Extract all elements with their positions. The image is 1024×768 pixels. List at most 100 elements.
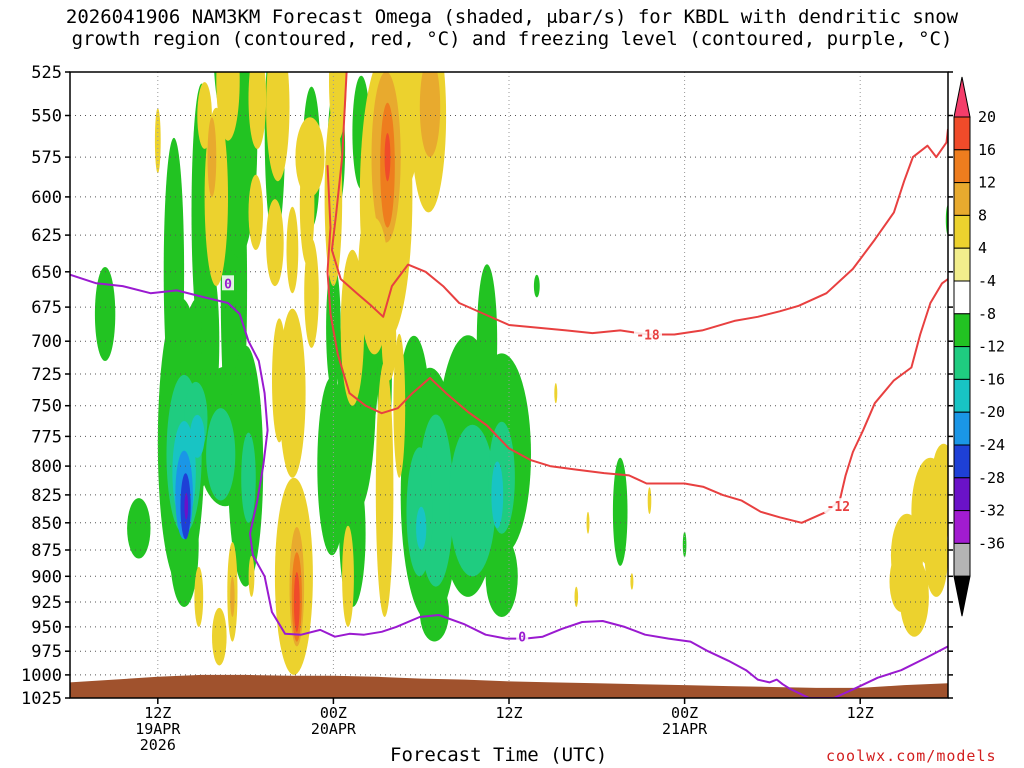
omega-shade-cell xyxy=(127,498,151,559)
omega-shade-cell xyxy=(889,551,913,612)
colorbar-swatch xyxy=(953,444,971,479)
omega-shade-cell xyxy=(340,249,365,406)
omega-shade-cell xyxy=(293,572,300,632)
colorbar-label: 12 xyxy=(978,174,996,192)
colorbar-swatch xyxy=(953,346,971,380)
omega-shade-cell xyxy=(931,443,948,512)
colorbar-swatch xyxy=(953,575,971,617)
y-tick-label: 600 xyxy=(31,188,62,208)
omega-shade-cell xyxy=(342,525,354,627)
omega-shade-cell xyxy=(286,206,299,294)
chart-title: 2026041906 NAM3KM Forecast Omega (shaded… xyxy=(0,6,1024,50)
omega-shade-cell xyxy=(491,461,504,529)
omega-shade-cell xyxy=(216,72,240,141)
omega-shading xyxy=(94,72,948,675)
colorbar-swatch xyxy=(953,116,971,151)
omega-shade-cell xyxy=(230,576,235,618)
x-tick-label: 2026 xyxy=(140,736,176,754)
contour-label-bg xyxy=(634,326,662,342)
colorbar-swatch xyxy=(953,313,971,348)
omega-shade-cell xyxy=(419,582,449,642)
x-tick-label: 19APR xyxy=(135,720,181,738)
y-tick-label: 575 xyxy=(31,148,62,168)
freezing-level-contour xyxy=(70,273,948,698)
colorbar-swatch xyxy=(953,510,971,544)
omega-shade-cell xyxy=(248,72,267,149)
watermark: coolwx.com/models xyxy=(826,747,997,765)
colorbar-swatch xyxy=(953,149,971,184)
colorbar-label: 16 xyxy=(978,141,996,159)
omega-shade-cell xyxy=(416,506,427,550)
omega-shade-cell xyxy=(194,566,204,627)
y-tick-label: 650 xyxy=(31,263,62,283)
omega-shade-cell xyxy=(419,72,441,158)
omega-shade-cell xyxy=(266,199,284,287)
y-tick-label: 850 xyxy=(31,514,62,534)
contour-label-bg xyxy=(516,628,529,644)
x-tick-label: 21APR xyxy=(662,720,708,738)
contour-label: -18 xyxy=(636,329,660,344)
colorbar-swatch xyxy=(953,214,971,249)
colorbar-swatch xyxy=(953,247,971,282)
omega-shade-cell xyxy=(381,301,397,381)
omega-shade-cell xyxy=(266,72,290,182)
colorbar-label: 8 xyxy=(978,206,987,224)
y-tick-label: 925 xyxy=(31,593,62,613)
omega-shade-cell xyxy=(184,492,189,520)
colorbar-label: -32 xyxy=(978,502,1005,520)
x-tick-label: 00Z xyxy=(320,704,347,722)
colorbar-swatch xyxy=(953,182,971,216)
y-tick-label: 1000 xyxy=(21,666,62,686)
y-tick-label: 625 xyxy=(31,226,62,246)
colorbar-label: -36 xyxy=(978,534,1005,552)
omega-shade-cell xyxy=(375,361,394,617)
y-tick-label: 700 xyxy=(31,332,62,352)
colorbar-label: -28 xyxy=(978,469,1005,487)
omega-shade-cell xyxy=(94,267,116,361)
omega-shade-cell xyxy=(207,117,217,197)
omega-shade-cell xyxy=(647,487,652,514)
colorbar-swatch xyxy=(953,378,971,413)
omega-shade-cell xyxy=(485,535,518,617)
omega-shade-cell xyxy=(476,264,498,419)
axes: 525 550 575 600 625 650 675 700 725 750 775 800 825 8… xyxy=(21,63,953,754)
contour-label-bg xyxy=(222,275,234,291)
x-tick-label: 00Z xyxy=(671,704,698,722)
colorbar-swatch xyxy=(953,477,971,512)
ground-terrain xyxy=(70,674,948,698)
colorbar-label: 20 xyxy=(978,108,996,126)
omega-shade-cell xyxy=(630,573,634,590)
title-line-2: growth region (contoured, red, °C) and f… xyxy=(71,28,953,50)
colorbar-label: 4 xyxy=(978,239,987,257)
omega-shade-cell xyxy=(449,424,496,577)
colorbar-label: -4 xyxy=(978,272,996,290)
omega-shade-cell xyxy=(248,174,264,250)
y-tick-label: 525 xyxy=(31,63,62,83)
title-line-1: 2026041906 NAM3KM Forecast Omega (shaded… xyxy=(65,6,959,28)
omega-shade-cell xyxy=(586,511,590,534)
dgz-minus18-contour xyxy=(330,72,948,336)
y-tick-label: 725 xyxy=(31,365,62,385)
colorbar-swatch xyxy=(953,542,971,577)
contour-label-bg xyxy=(824,498,853,514)
omega-shade-cell xyxy=(533,274,540,298)
contour-label: 0 xyxy=(518,631,526,646)
y-tick-label: 550 xyxy=(31,107,62,127)
y-tick-label: 975 xyxy=(31,642,62,662)
omega-shade-cell xyxy=(554,383,558,404)
omega-shade-cell xyxy=(248,555,255,597)
omega-shade-cell xyxy=(384,133,391,182)
omega-shade-cell xyxy=(190,414,205,458)
y-tick-label: 825 xyxy=(31,486,62,506)
y-tick-label: 675 xyxy=(31,298,62,318)
omega-shade-cell xyxy=(304,238,319,348)
y-tick-label: 1025 xyxy=(21,689,62,709)
y-tick-label: 950 xyxy=(31,618,62,638)
colorbar-swatch xyxy=(953,280,971,315)
x-tick-label: 20APR xyxy=(311,720,357,738)
x-tick-label: 12Z xyxy=(847,704,874,722)
x-tick-label: 12Z xyxy=(144,704,171,722)
y-tick-label: 900 xyxy=(31,567,62,587)
y-tick-label: 800 xyxy=(31,457,62,477)
